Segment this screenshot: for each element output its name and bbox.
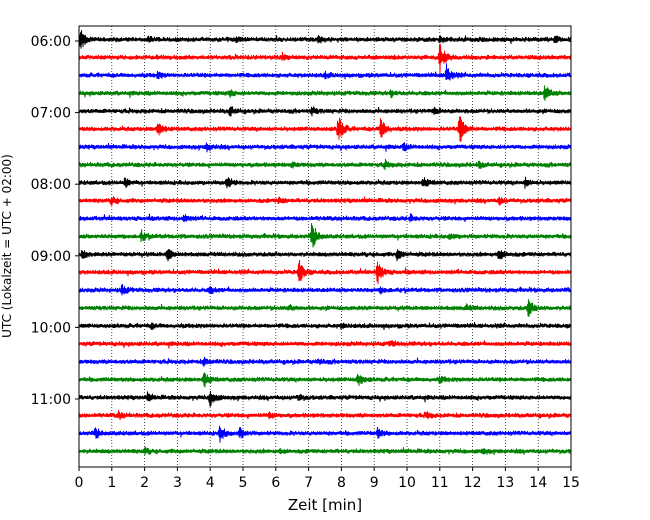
y-axis-label: UTC (Lokalzeit = UTC + 02:00) xyxy=(0,154,14,338)
trace-0615 xyxy=(78,44,572,73)
trace-0730 xyxy=(78,142,572,153)
x-tick-label-9: 9 xyxy=(370,475,379,491)
x-axis-ticks: 0 1 2 3 4 5 6 7 8 9 10 11 12 13 14 15 xyxy=(75,467,580,491)
x-tick-label-14: 14 xyxy=(529,475,547,491)
y-tick-label-0800: 08:00 xyxy=(31,177,71,193)
trace-0630 xyxy=(78,63,572,81)
trace-0800 xyxy=(78,176,572,189)
x-tick-label-4: 4 xyxy=(206,475,215,491)
trace-0915 xyxy=(78,259,572,285)
x-tick-label-8: 8 xyxy=(337,475,346,491)
trace-0830 xyxy=(78,213,572,223)
x-tick-label-6: 6 xyxy=(271,475,280,491)
x-tick-label-7: 7 xyxy=(304,475,313,491)
trace-1030 xyxy=(78,356,572,367)
x-axis-label: Zeit [min] xyxy=(288,496,362,514)
trace-0845 xyxy=(78,223,572,248)
y-tick-label-1100: 11:00 xyxy=(31,392,71,408)
x-tick-label-1: 1 xyxy=(107,475,116,491)
trace-0700 xyxy=(78,106,572,117)
y-axis-ticks: 06:00 07:00 08:00 09:00 10:00 11:00 xyxy=(31,34,79,408)
trace-0600 xyxy=(78,30,572,49)
y-tick-label-1000: 10:00 xyxy=(31,320,71,336)
trace-0745 xyxy=(78,159,572,170)
x-tick-label-15: 15 xyxy=(562,475,580,491)
trace-0715 xyxy=(78,116,572,142)
trace-0930 xyxy=(78,284,572,296)
trace-0900 xyxy=(78,249,572,262)
x-tick-label-11: 11 xyxy=(431,475,449,491)
trace-1000 xyxy=(78,322,572,330)
trace-layer xyxy=(78,30,572,456)
y-tick-label-0700: 07:00 xyxy=(31,106,71,122)
trace-1045 xyxy=(78,372,572,388)
trace-0945 xyxy=(78,299,572,317)
x-tick-label-5: 5 xyxy=(239,475,248,491)
x-tick-label-2: 2 xyxy=(140,475,149,491)
trace-1015 xyxy=(78,340,572,349)
trace-1130 xyxy=(78,425,572,443)
x-tick-label-13: 13 xyxy=(496,475,514,491)
plot-frame xyxy=(78,25,572,468)
trace-0815 xyxy=(78,196,572,206)
trace-1115 xyxy=(78,410,572,421)
trace-1145 xyxy=(78,446,572,456)
y-tick-label-0900: 09:00 xyxy=(31,249,71,265)
trace-0645 xyxy=(78,85,572,101)
x-tick-label-3: 3 xyxy=(173,475,182,491)
x-tick-label-10: 10 xyxy=(398,475,416,491)
trace-1100 xyxy=(78,390,572,407)
y-tick-label-0600: 06:00 xyxy=(31,34,71,50)
x-tick-label-12: 12 xyxy=(464,475,482,491)
x-tick-label-0: 0 xyxy=(75,475,84,491)
